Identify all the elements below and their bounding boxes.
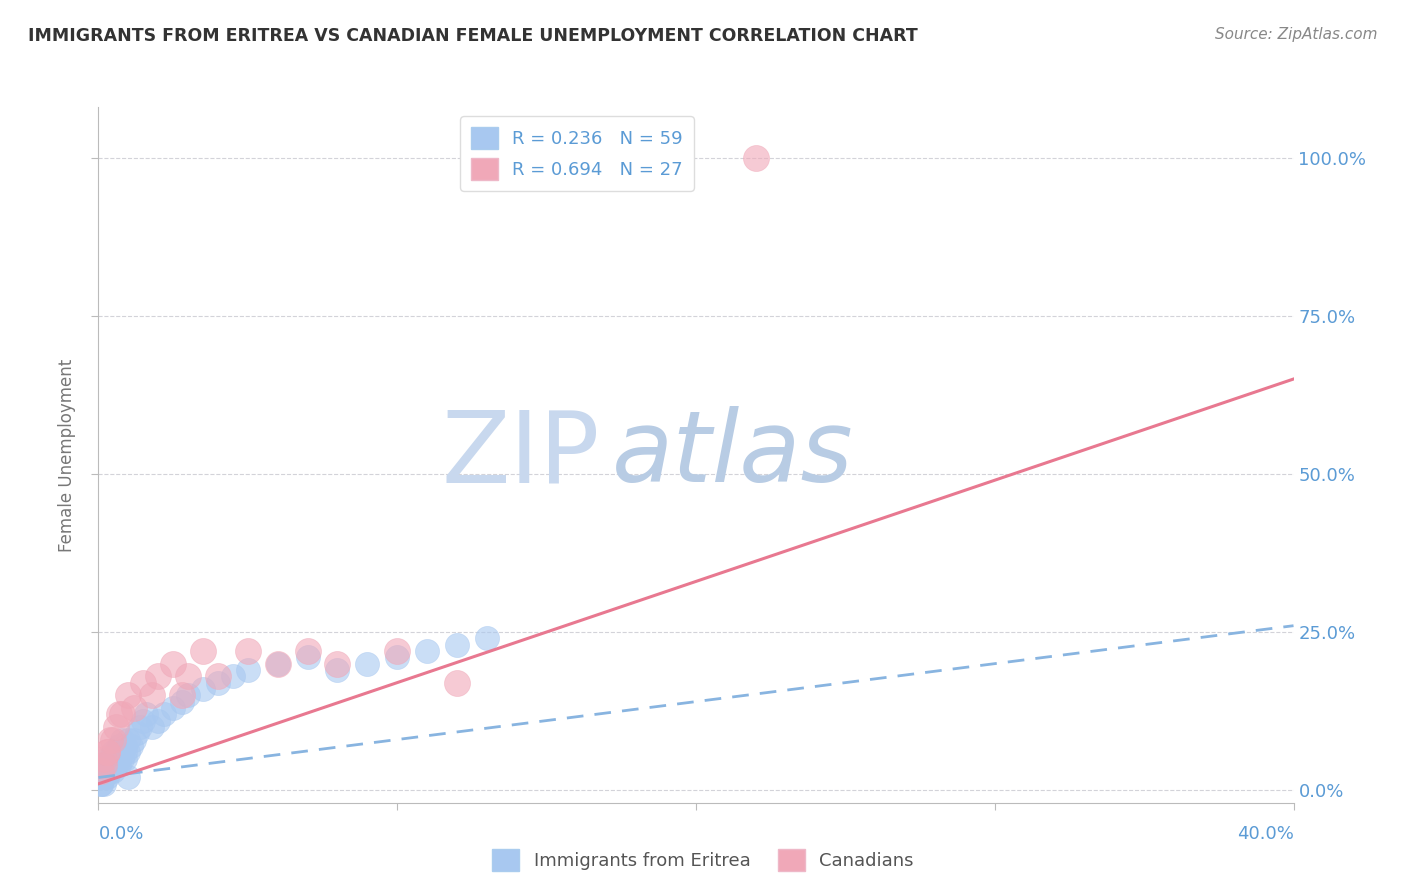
Point	[148, 669, 170, 683]
Point	[103, 757, 125, 772]
Point	[475, 632, 498, 646]
Point	[100, 732, 122, 747]
Point	[124, 732, 146, 747]
Point	[111, 751, 134, 765]
Point	[105, 757, 128, 772]
Point	[191, 644, 214, 658]
Point	[90, 777, 112, 791]
Point	[132, 714, 155, 728]
Point	[416, 644, 439, 658]
Point	[207, 675, 229, 690]
Point	[96, 764, 118, 779]
Point	[96, 757, 118, 772]
Point	[93, 751, 115, 765]
Point	[177, 688, 200, 702]
Point	[96, 745, 118, 759]
Point	[90, 764, 112, 779]
Text: IMMIGRANTS FROM ERITREA VS CANADIAN FEMALE UNEMPLOYMENT CORRELATION CHART: IMMIGRANTS FROM ERITREA VS CANADIAN FEMA…	[28, 27, 918, 45]
Point	[96, 764, 118, 779]
Point	[385, 650, 409, 665]
Point	[745, 151, 768, 165]
Point	[100, 751, 122, 765]
Point	[446, 675, 468, 690]
Point	[124, 701, 146, 715]
Point	[90, 771, 112, 785]
Text: 40.0%: 40.0%	[1237, 825, 1294, 843]
Point	[267, 657, 290, 671]
Point	[117, 771, 139, 785]
Point	[129, 720, 152, 734]
Point	[111, 745, 134, 759]
Point	[222, 669, 245, 683]
Text: ZIP: ZIP	[441, 407, 600, 503]
Point	[148, 714, 170, 728]
Point	[117, 745, 139, 759]
Point	[127, 726, 149, 740]
Point	[111, 707, 134, 722]
Point	[108, 751, 131, 765]
Text: 0.0%: 0.0%	[98, 825, 143, 843]
Point	[153, 707, 176, 722]
Point	[93, 757, 115, 772]
Point	[103, 764, 125, 779]
Point	[93, 764, 115, 779]
Point	[105, 720, 128, 734]
Point	[105, 751, 128, 765]
Legend: R = 0.236   N = 59, R = 0.694   N = 27: R = 0.236 N = 59, R = 0.694 N = 27	[460, 116, 693, 191]
Point	[162, 657, 184, 671]
Point	[117, 732, 139, 747]
Point	[162, 701, 184, 715]
Point	[93, 757, 115, 772]
Text: Source: ZipAtlas.com: Source: ZipAtlas.com	[1215, 27, 1378, 42]
Point	[267, 657, 290, 671]
Point	[114, 739, 136, 753]
Point	[114, 745, 136, 759]
Y-axis label: Female Unemployment: Female Unemployment	[58, 359, 76, 551]
Point	[111, 732, 134, 747]
Point	[100, 764, 122, 779]
Point	[385, 644, 409, 658]
Point	[135, 707, 157, 722]
Point	[108, 757, 131, 772]
Point	[207, 669, 229, 683]
Point	[100, 757, 122, 772]
Text: atlas: atlas	[613, 407, 853, 503]
Point	[297, 644, 319, 658]
Point	[446, 638, 468, 652]
Point	[141, 720, 163, 734]
Point	[236, 644, 259, 658]
Point	[108, 739, 131, 753]
Point	[93, 771, 115, 785]
Point	[356, 657, 378, 671]
Point	[90, 777, 112, 791]
Point	[236, 663, 259, 677]
Point	[93, 777, 115, 791]
Point	[96, 771, 118, 785]
Point	[103, 732, 125, 747]
Point	[132, 675, 155, 690]
Point	[177, 669, 200, 683]
Point	[114, 751, 136, 765]
Point	[103, 745, 125, 759]
Point	[103, 751, 125, 765]
Point	[326, 663, 349, 677]
Point	[96, 745, 118, 759]
Point	[297, 650, 319, 665]
Point	[96, 751, 118, 765]
Point	[117, 688, 139, 702]
Point	[141, 688, 163, 702]
Point	[105, 745, 128, 759]
Point	[108, 707, 131, 722]
Point	[120, 739, 142, 753]
Point	[191, 681, 214, 696]
Point	[172, 688, 194, 702]
Legend: Immigrants from Eritrea, Canadians: Immigrants from Eritrea, Canadians	[485, 842, 921, 879]
Point	[90, 764, 112, 779]
Point	[172, 695, 194, 709]
Point	[326, 657, 349, 671]
